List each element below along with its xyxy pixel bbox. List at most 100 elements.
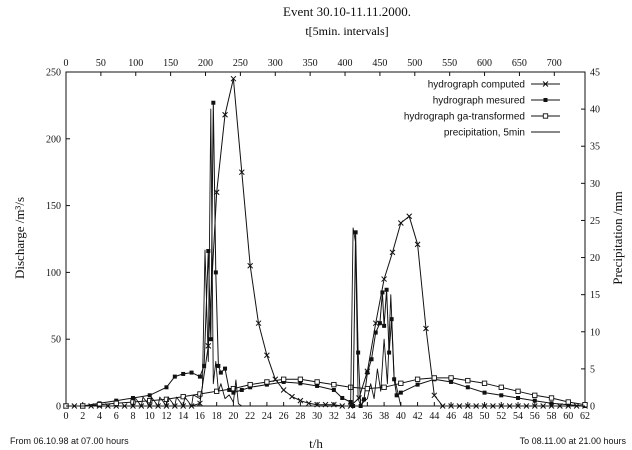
x-tick-label: 56 [530, 411, 540, 422]
data-point [264, 382, 269, 387]
x-tick-label: 32 [329, 411, 339, 422]
data-point [214, 388, 220, 394]
data-point [297, 376, 304, 382]
data-point [566, 402, 571, 407]
top-tick-label: 150 [163, 58, 178, 69]
data-point [255, 320, 262, 327]
x-tick-label: 8 [130, 411, 135, 422]
legend-label: precipitation, 5min [444, 128, 525, 139]
data-point [206, 249, 211, 254]
data-point [398, 380, 404, 386]
data-point [248, 385, 253, 390]
legend-marker [543, 98, 548, 102]
data-point [264, 352, 270, 359]
marker-stroke [280, 387, 287, 393]
data-point [373, 330, 378, 335]
data-point [516, 395, 521, 400]
data-point [298, 381, 303, 386]
data-point [222, 111, 228, 118]
data-point [147, 393, 152, 398]
marker-stroke [423, 325, 429, 332]
y-right-tick-label: 20 [590, 253, 600, 264]
x-tick-label: 52 [496, 411, 506, 422]
y-left-tick-label: 200 [46, 134, 61, 145]
top-tick-label: 100 [128, 58, 143, 69]
y-left-tick-label: 250 [46, 68, 61, 79]
marker-stroke [305, 400, 312, 407]
x-tick-label: 26 [279, 411, 289, 422]
data-point [197, 374, 202, 379]
chart-title: Event 30.10-11.11.2000. [283, 4, 411, 19]
legend-label: hydrograph ga-transformed [404, 112, 525, 123]
marker-stroke [381, 276, 387, 282]
data-point [532, 398, 537, 403]
x-tick-label: 44 [429, 411, 439, 422]
data-point [218, 370, 223, 375]
data-point [449, 379, 454, 384]
x-tick-label: 46 [446, 411, 456, 422]
marker-stroke [197, 400, 203, 407]
data-point [340, 395, 345, 400]
data-point [382, 323, 387, 328]
marker-stroke [238, 169, 245, 176]
data-point [197, 400, 203, 407]
data-point [197, 391, 203, 397]
data-point [384, 287, 389, 292]
series-line [66, 102, 586, 407]
data-point [202, 363, 207, 368]
marker-stroke [264, 352, 270, 359]
marker-stroke [222, 111, 228, 118]
x-tick-label: 50 [480, 411, 490, 422]
marker-stroke [414, 241, 421, 248]
marker-stroke [542, 81, 549, 87]
y-left-tick-label: 150 [46, 201, 61, 212]
data-point [230, 75, 237, 82]
x-tick-label: 14 [178, 411, 188, 422]
data-point [297, 397, 304, 404]
x-tick-label: 30 [312, 411, 322, 422]
top-tick-label: 600 [477, 58, 492, 69]
legend-item-hydrograph-computed: hydrograph computed [428, 80, 560, 91]
top-tick-label: 650 [512, 58, 527, 69]
data-point [394, 393, 399, 398]
top-tick-label: 200 [198, 58, 213, 69]
data-point [377, 321, 382, 326]
data-point [372, 320, 379, 327]
data-point [181, 371, 186, 376]
data-point [227, 387, 232, 392]
data-point [172, 374, 177, 379]
marker-stroke [289, 393, 295, 400]
data-point [314, 379, 320, 385]
data-point [96, 402, 103, 408]
top-axis-label: t[5min. intervals] [305, 24, 388, 38]
data-point [465, 377, 471, 384]
legend-item-hydrograph-ga-transformed: hydrograph ga-transformed [404, 112, 560, 123]
data-point [389, 249, 396, 256]
data-point [208, 337, 213, 342]
marker-stroke [255, 320, 262, 327]
data-point [223, 366, 228, 371]
top-tick-label: 550 [442, 58, 457, 69]
x-tick-label: 16 [195, 411, 205, 422]
data-point [414, 241, 421, 248]
y-right-tick-label: 10 [590, 327, 600, 338]
top-tick-label: 450 [372, 58, 387, 69]
marker-stroke [389, 249, 396, 256]
legend-item-hydrograph-measured: hydrograph mesured [433, 96, 560, 107]
x-tick-label: 22 [245, 411, 255, 422]
x-tick-label: 54 [513, 411, 523, 422]
data-point [380, 290, 385, 295]
data-point [423, 325, 429, 332]
legend: hydrograph computed hydrograph mesured hyd… [404, 80, 560, 139]
start-date-note: From 06.10.98 at 07.00 hours [10, 436, 129, 446]
x-axis-title: t/h [309, 436, 323, 450]
data-point [499, 393, 504, 398]
top-tick-label: 250 [233, 58, 248, 69]
series-line [66, 108, 585, 407]
data-point [231, 390, 236, 395]
top-tick-label: 500 [407, 58, 422, 69]
y-axis-left-title: Discharge /m³/s [12, 197, 27, 279]
series-hydrograph-measured [64, 100, 587, 408]
data-point [582, 402, 588, 408]
data-point [315, 383, 320, 388]
